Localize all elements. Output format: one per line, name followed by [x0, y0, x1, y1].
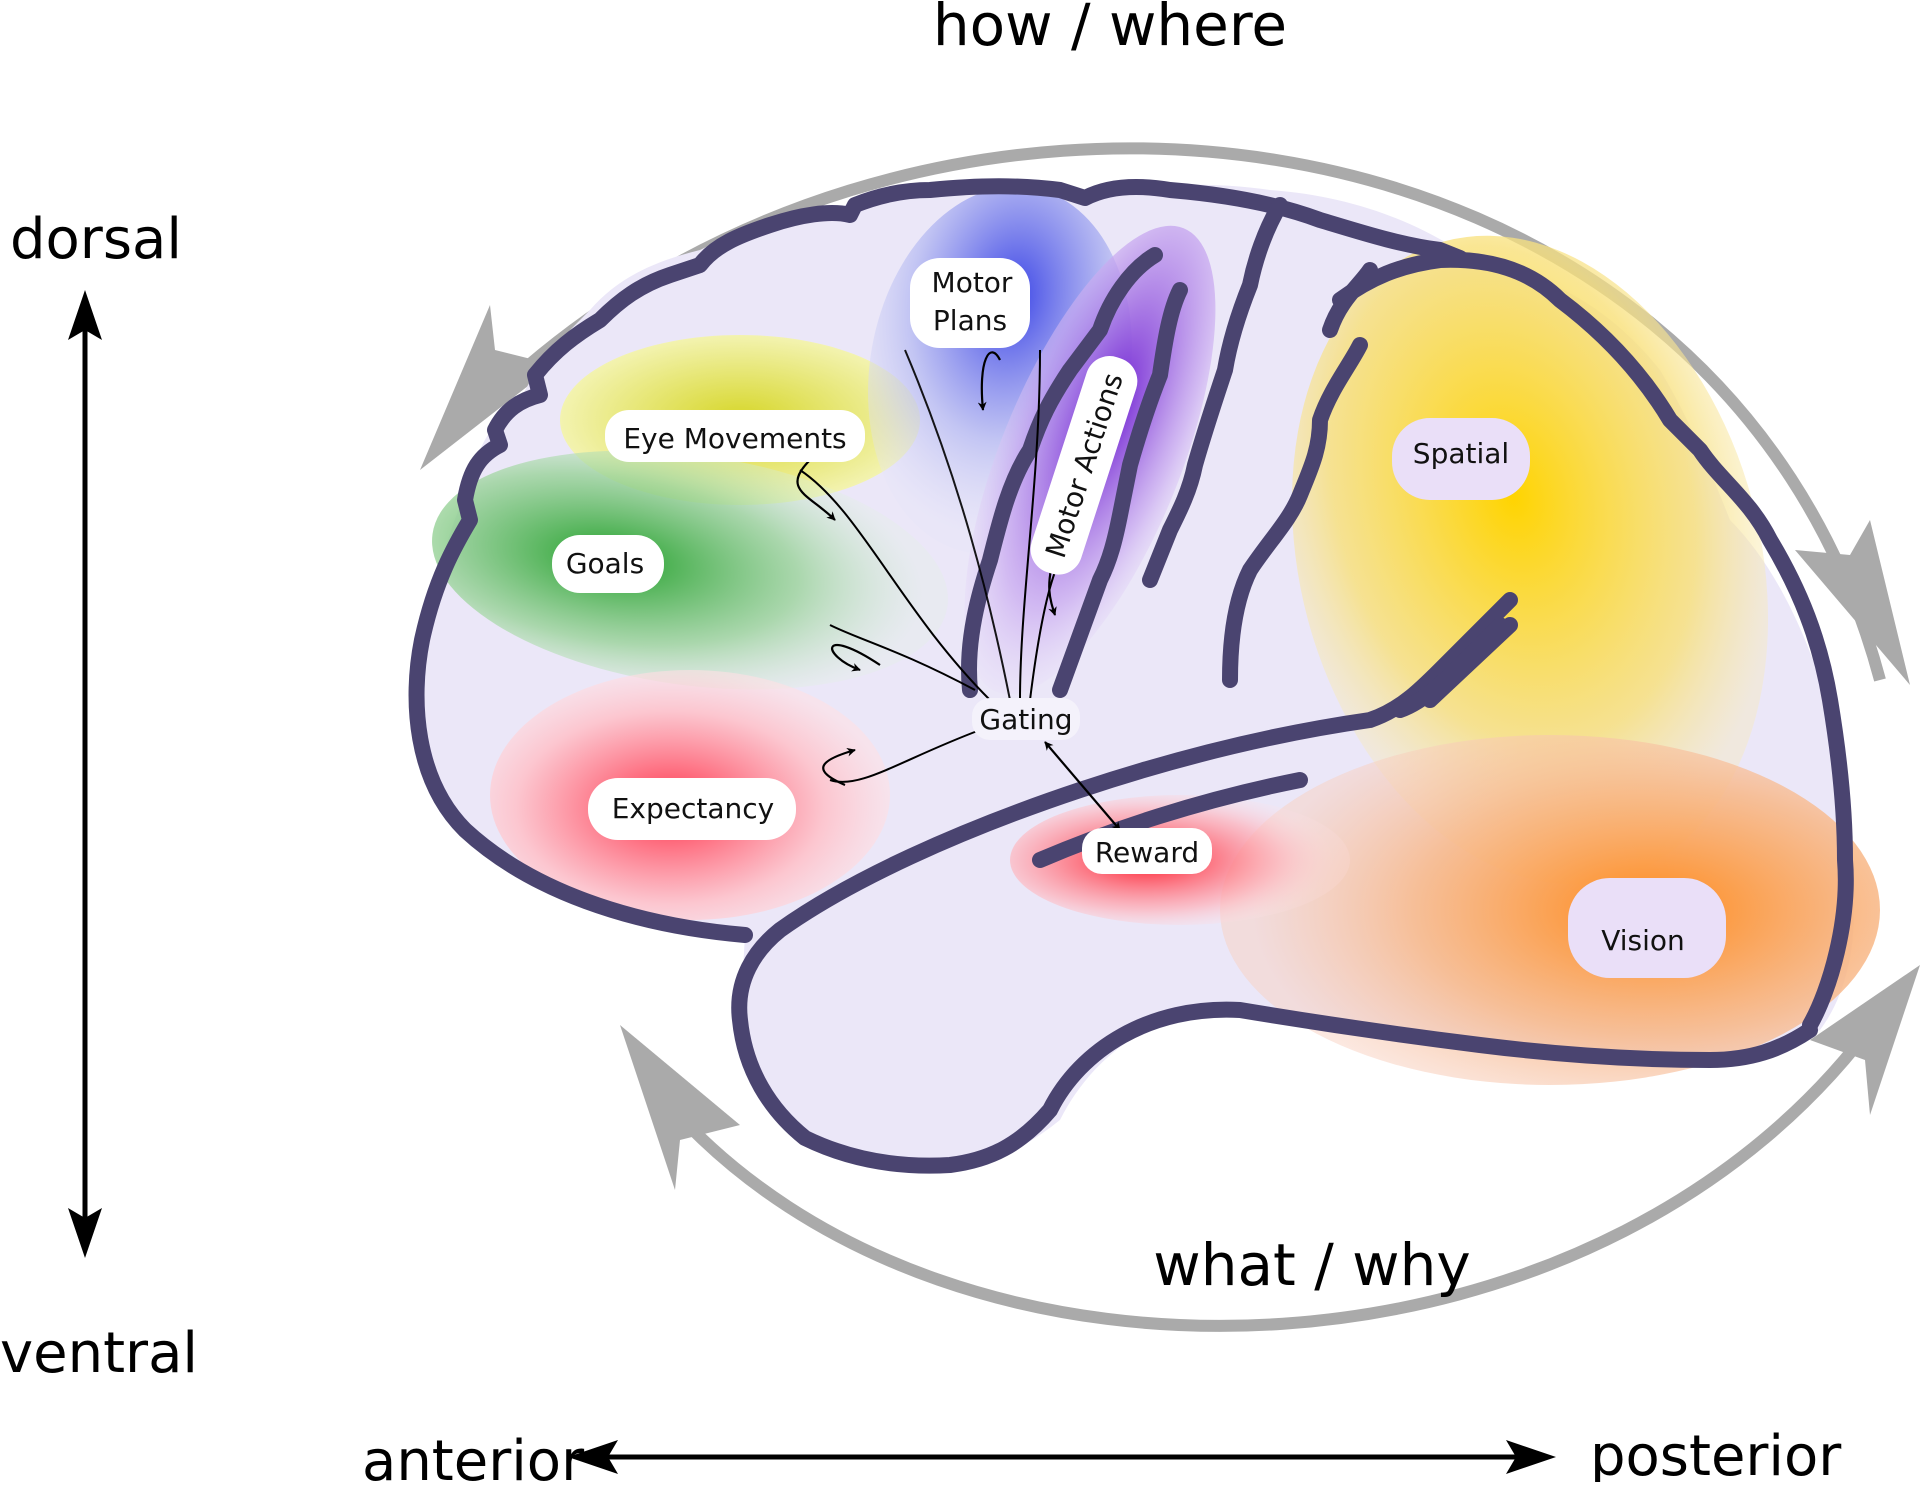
posterior-label: posterior	[1590, 1424, 1842, 1482]
motor-plans-label-line1: Motor	[932, 266, 1013, 299]
eye-movements-label: Eye Movements	[623, 422, 846, 455]
motor-plans-label-group: Motor Plans	[910, 258, 1030, 348]
vision-label: Vision	[1601, 924, 1685, 957]
anterior-label: anterior	[362, 1429, 585, 1482]
gating-pathways	[799, 349, 1061, 783]
ventral-stream-label: what / why	[1153, 1231, 1470, 1299]
goals-label: Goals	[566, 547, 644, 580]
expectancy-label-group: Expectancy	[588, 778, 796, 840]
motor-plans-label-line2: Plans	[933, 304, 1007, 337]
spatial-label-group: Spatial	[1392, 418, 1530, 500]
region-arrows	[796, 351, 1121, 831]
eye-movements-label-group: Eye Movements	[605, 410, 865, 462]
gating-label-group: Gating	[972, 698, 1080, 740]
dorsal-label: dorsal	[10, 207, 182, 272]
ventral-stream-arrow	[620, 965, 1920, 1332]
anterior-posterior-axis	[568, 1440, 1556, 1474]
vision-label-group: Vision	[1568, 878, 1726, 978]
brain-contours	[408, 178, 1854, 1174]
vision-region	[1220, 735, 1880, 1085]
gating-label: Gating	[979, 703, 1072, 736]
spatial-label: Spatial	[1413, 437, 1509, 470]
ventral-label: ventral	[0, 1321, 198, 1386]
dorsal-stream-label: how / where	[933, 0, 1287, 59]
goals-region	[432, 450, 948, 690]
dorsal-ventral-axis	[68, 290, 102, 1258]
expectancy-label: Expectancy	[612, 792, 775, 825]
goals-label-group: Goals	[552, 535, 664, 593]
reward-label: Reward	[1095, 836, 1199, 869]
reward-label-group: Reward	[1082, 828, 1212, 874]
